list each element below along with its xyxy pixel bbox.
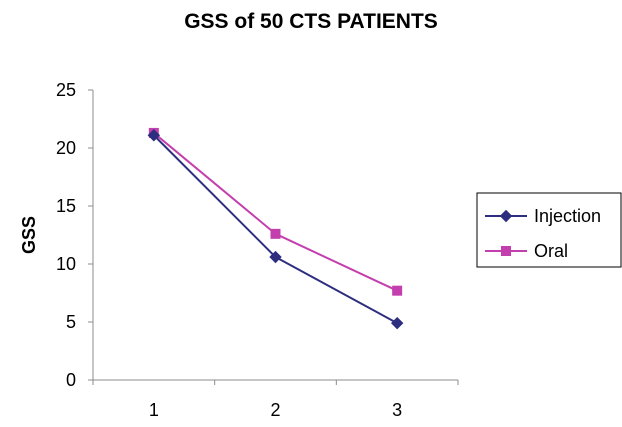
data-point-injection bbox=[269, 250, 282, 264]
x-tick-label: 3 bbox=[392, 400, 402, 420]
legend-item-injection: Injection bbox=[485, 206, 601, 226]
y-tick-label: 25 bbox=[56, 80, 76, 100]
y-tick-label: 5 bbox=[66, 312, 76, 332]
data-point-injection bbox=[147, 129, 161, 142]
data-point-oral bbox=[270, 228, 281, 239]
legend-item-oral: Oral bbox=[485, 241, 568, 261]
data-point-injection bbox=[390, 316, 404, 330]
y-tick-label: 0 bbox=[66, 370, 76, 390]
series-oral bbox=[148, 127, 403, 296]
data-point-oral bbox=[392, 285, 403, 296]
y-tick-label: 15 bbox=[56, 196, 76, 216]
legend-label: Oral bbox=[534, 241, 568, 261]
legend: Injection Oral bbox=[476, 192, 622, 268]
y-tick-label: 10 bbox=[56, 254, 76, 274]
y-tick-label: 20 bbox=[56, 138, 76, 158]
y-axis-label: GSS bbox=[19, 216, 39, 254]
plot-area bbox=[147, 127, 404, 330]
series-line-oral bbox=[153, 132, 398, 292]
legend-marker bbox=[499, 209, 513, 223]
chart-title: GSS of 50 CTS PATIENTS bbox=[184, 10, 438, 33]
x-tick-label: 2 bbox=[270, 400, 280, 420]
series-injection bbox=[147, 129, 404, 330]
axes: 0 5 10 15 20 25 1 2 3 bbox=[56, 80, 459, 420]
legend-label: Injection bbox=[534, 206, 601, 226]
x-tick-label: 1 bbox=[149, 400, 159, 420]
legend-marker bbox=[501, 246, 511, 256]
